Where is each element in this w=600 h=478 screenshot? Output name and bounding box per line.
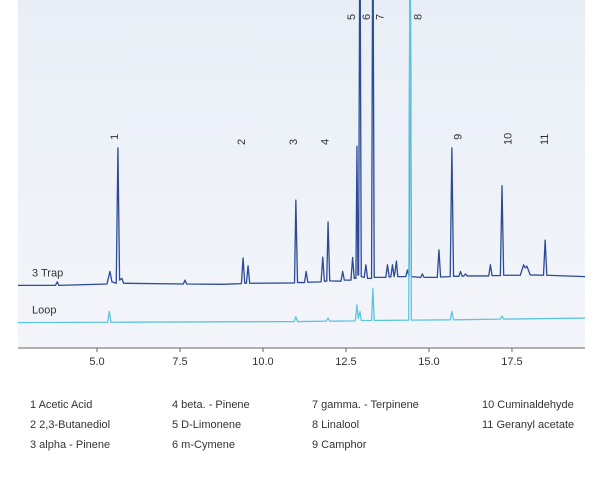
peak-label: 2 [236, 139, 248, 145]
peak-label: 1 [109, 134, 121, 140]
x-tick-label: 17.5 [501, 356, 522, 368]
compound-name: 8 Linalool [312, 419, 359, 431]
compound-name: 9 Camphor [312, 439, 367, 451]
peak-label: 3 [288, 139, 300, 145]
compound-name: 6 m-Cymene [172, 439, 235, 451]
compound-name: 3 alpha - Pinene [30, 439, 110, 451]
x-tick-label: 12.5 [335, 356, 356, 368]
x-tick-label: 15.0 [418, 356, 439, 368]
peak-label: 9 [453, 134, 465, 140]
peak-label: 5 [346, 14, 358, 20]
plot-area [18, 0, 585, 348]
compound-name: 4 beta. - Pinene [172, 399, 250, 411]
compound-name: 2 2,3-Butanediol [30, 419, 110, 431]
series-label: 3 Trap [32, 267, 63, 279]
compound-name: 11 Geranyl acetate [482, 419, 574, 431]
peak-label: 6 [361, 14, 373, 20]
compound-name: 10 Cuminaldehyde [482, 399, 574, 411]
x-tick-label: 7.5 [172, 356, 187, 368]
trace [18, 0, 585, 287]
x-tick-label: 5.0 [89, 356, 104, 368]
peak-label: 4 [320, 139, 332, 145]
peak-label: 11 [539, 134, 551, 145]
peak-label: 8 [413, 14, 425, 20]
compound-name: 1 Acetic Acid [30, 399, 92, 411]
series-label: Loop [32, 305, 56, 317]
compound-name: 7 gamma. - Terpinene [312, 399, 419, 411]
peak-label: 7 [375, 14, 387, 20]
compound-name: 5 D-Limonene [172, 419, 241, 431]
trace [18, 0, 585, 324]
x-tick-label: 10.0 [252, 356, 273, 368]
peak-label: 10 [503, 133, 515, 145]
